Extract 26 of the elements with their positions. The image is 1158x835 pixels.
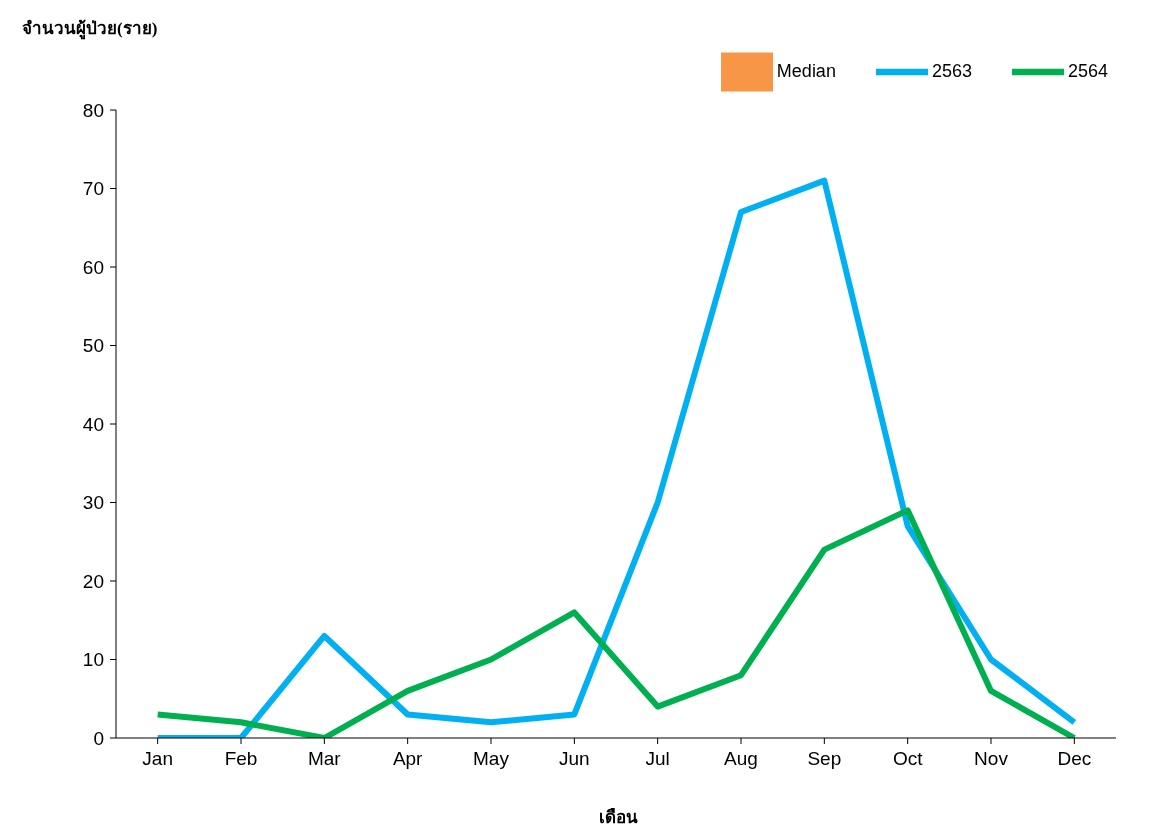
x-tick-label: May	[473, 748, 510, 770]
x-tick-label: Sep	[807, 748, 842, 770]
y-tick-label: 50	[82, 335, 104, 357]
legend-label: Median	[776, 60, 836, 81]
y-tick-label: 10	[82, 649, 104, 671]
x-tick-label: Mar	[307, 748, 342, 770]
x-tick-label: Jun	[559, 748, 590, 770]
x-axis-title: เดือน	[597, 807, 639, 829]
legend-label: 2564	[1067, 60, 1108, 81]
y-tick-label: 40	[82, 413, 104, 435]
y-tick-label: 60	[82, 256, 104, 278]
x-tick-label: Jan	[142, 748, 173, 770]
x-tick-label: Dec	[1057, 748, 1092, 770]
legend-label: 2563	[931, 60, 972, 81]
y-tick-label: 80	[82, 99, 104, 121]
y-tick-label: 20	[82, 570, 104, 592]
x-tick-label: Feb	[224, 748, 258, 770]
x-tick-label: Oct	[892, 748, 924, 770]
y-tick-label: 0	[93, 727, 104, 749]
y-tick-label: 30	[82, 492, 104, 514]
y-tick-label: 70	[82, 178, 104, 200]
x-tick-label: Jul	[645, 748, 670, 770]
y-axis-title: จำนวนผู้ป่วย(ราย)	[22, 18, 158, 41]
x-tick-label: Nov	[974, 748, 1009, 770]
x-tick-label: Apr	[392, 748, 424, 770]
x-tick-label: Aug	[724, 748, 758, 770]
